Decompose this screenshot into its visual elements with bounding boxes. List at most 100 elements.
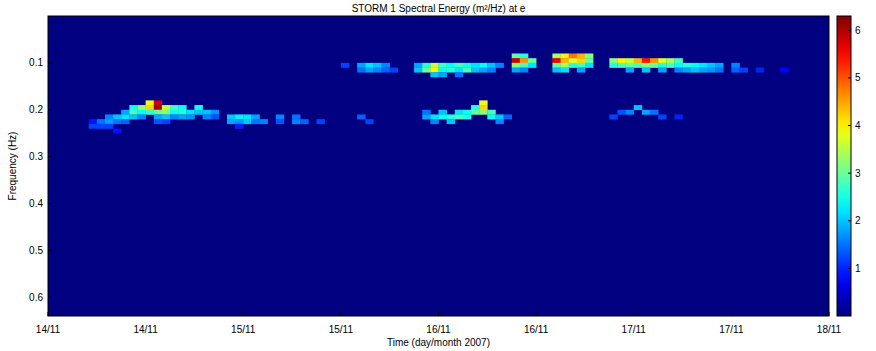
cell <box>455 72 463 77</box>
y-tick-label: 0.6 <box>29 292 43 303</box>
cell <box>89 124 97 129</box>
cell <box>137 114 145 119</box>
cell <box>316 119 324 124</box>
cell <box>715 68 723 73</box>
cell <box>504 114 512 119</box>
cell <box>137 110 145 115</box>
cell <box>194 110 202 115</box>
x-tick-label: 14/11 <box>133 324 158 335</box>
cell <box>512 68 520 73</box>
cell <box>97 124 105 129</box>
cell <box>235 124 243 129</box>
colorbar-tick-label: 6 <box>855 25 861 36</box>
x-axis-title: Time (day/month 2007) <box>387 337 490 348</box>
cell <box>561 58 569 63</box>
cell <box>528 58 536 63</box>
cell <box>382 63 390 68</box>
cell <box>430 114 438 119</box>
cell <box>691 68 699 73</box>
cell <box>634 58 642 63</box>
cell <box>146 100 154 105</box>
cell <box>495 114 503 119</box>
cell <box>447 119 455 124</box>
cell <box>276 119 284 124</box>
cell <box>479 100 487 105</box>
cell <box>699 68 707 73</box>
cell <box>390 68 398 73</box>
cell <box>422 114 430 119</box>
colorbar-tick-label: 5 <box>855 72 861 83</box>
cell <box>471 63 479 68</box>
colorbar <box>837 16 851 316</box>
cell <box>227 119 235 124</box>
x-tick <box>829 312 830 316</box>
cell <box>422 110 430 115</box>
x-tick-label: 15/11 <box>329 324 354 335</box>
cell <box>463 114 471 119</box>
cell <box>642 63 650 68</box>
cell <box>105 124 113 129</box>
cell <box>569 63 577 68</box>
y-tick <box>48 109 52 110</box>
cell <box>666 63 674 68</box>
cell <box>439 72 447 77</box>
cell <box>487 68 495 73</box>
cell <box>235 114 243 119</box>
cell <box>227 114 235 119</box>
cell <box>650 63 658 68</box>
cell <box>203 114 211 119</box>
cell <box>520 68 528 73</box>
cell <box>552 68 560 73</box>
cell <box>365 63 373 68</box>
cell <box>585 58 593 63</box>
y-tick-label: 0.3 <box>29 151 43 162</box>
cell <box>666 58 674 63</box>
cells <box>89 54 789 134</box>
cell <box>129 105 137 110</box>
cell <box>89 119 97 124</box>
cell <box>487 110 495 115</box>
cell <box>243 119 251 124</box>
cell <box>471 110 479 115</box>
colorbar-tick-label: 3 <box>855 168 861 179</box>
cell <box>186 110 194 115</box>
cell <box>561 68 569 73</box>
cell <box>707 68 715 73</box>
cell <box>561 54 569 59</box>
plot-frame <box>48 16 829 316</box>
cell <box>520 54 528 59</box>
x-tick-label: 16/11 <box>524 324 549 335</box>
cell <box>674 68 682 73</box>
cell <box>365 68 373 73</box>
x-tick <box>731 312 732 316</box>
cell <box>479 63 487 68</box>
cell <box>569 54 577 59</box>
cell <box>520 63 528 68</box>
cell <box>439 63 447 68</box>
cell <box>121 114 129 119</box>
cell <box>463 68 471 73</box>
cell <box>756 68 764 73</box>
cell <box>251 114 259 119</box>
title: STORM 1 Spectral Energy (m²/Hz) at e <box>352 3 526 14</box>
cell <box>235 119 243 124</box>
cell <box>626 110 634 115</box>
cell <box>626 63 634 68</box>
x-tick <box>340 312 341 316</box>
cell <box>439 68 447 73</box>
cell <box>194 105 202 110</box>
cell <box>178 105 186 110</box>
cell <box>430 63 438 68</box>
cell <box>650 58 658 63</box>
colorbar-tick-label: 4 <box>855 120 861 131</box>
cell <box>211 114 219 119</box>
cell <box>357 114 365 119</box>
y-tick-label: 0.1 <box>29 57 43 68</box>
x-tick <box>145 312 146 316</box>
cell <box>455 63 463 68</box>
cell <box>129 114 137 119</box>
y-tick-label: 0.4 <box>29 198 43 209</box>
cell <box>154 100 162 105</box>
x-tick <box>243 312 244 316</box>
cell <box>561 63 569 68</box>
